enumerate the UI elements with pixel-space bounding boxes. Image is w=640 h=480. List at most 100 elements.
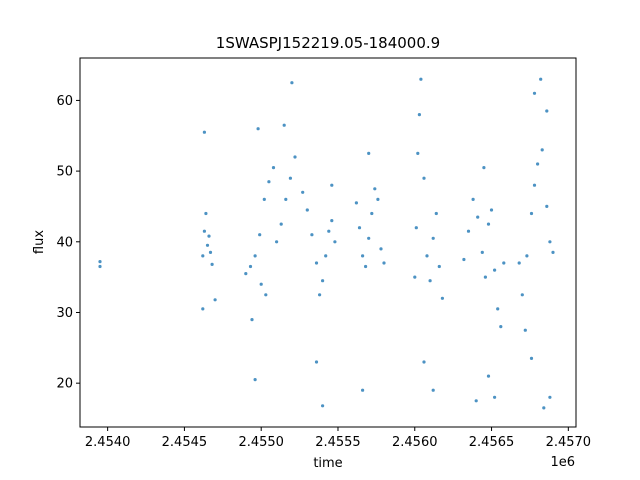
data-point xyxy=(201,254,205,258)
data-point xyxy=(493,395,497,399)
data-point xyxy=(414,226,418,230)
data-point xyxy=(532,91,537,95)
data-point xyxy=(428,279,432,283)
data-point xyxy=(354,201,358,205)
data-point xyxy=(202,130,206,134)
data-point xyxy=(376,197,380,201)
data-point xyxy=(536,162,540,166)
x-tick-label: 2.4550 xyxy=(238,435,284,450)
chart-title: 1SWASPJ152219.05-184000.9 xyxy=(216,34,440,52)
data-point xyxy=(207,234,211,238)
data-point xyxy=(364,264,368,269)
data-point xyxy=(474,399,478,403)
x-offset-label: 1e6 xyxy=(550,455,575,470)
data-point xyxy=(305,208,309,212)
y-axis: 20 30 40 50 60 xyxy=(56,94,80,392)
plot-frame xyxy=(79,57,577,428)
data-point xyxy=(367,236,371,240)
y-tick-label: 50 xyxy=(56,165,73,180)
data-point xyxy=(208,250,213,254)
data-point xyxy=(279,222,283,226)
data-point xyxy=(419,77,423,81)
data-point xyxy=(483,275,487,279)
x-tick-label: 2.4570 xyxy=(546,435,592,450)
data-point xyxy=(525,254,529,258)
data-point xyxy=(321,279,325,283)
data-point xyxy=(98,260,102,264)
data-point xyxy=(321,404,325,408)
data-point xyxy=(523,328,527,332)
data-point xyxy=(476,215,480,219)
points-layer xyxy=(98,77,555,410)
data-point xyxy=(213,298,217,302)
data-point xyxy=(202,229,206,233)
x-tick-label: 2.4565 xyxy=(469,435,515,450)
data-point xyxy=(431,388,435,392)
data-point xyxy=(434,211,438,216)
data-point xyxy=(532,183,537,187)
data-point xyxy=(293,155,297,159)
data-point xyxy=(548,395,552,399)
data-point xyxy=(545,109,549,113)
data-point xyxy=(290,81,294,85)
data-point xyxy=(499,325,503,329)
data-point xyxy=(382,261,386,265)
data-point xyxy=(529,356,534,360)
data-point xyxy=(314,261,319,265)
data-point xyxy=(262,197,266,201)
data-point xyxy=(466,229,471,233)
data-point xyxy=(540,148,544,152)
data-point xyxy=(545,204,549,208)
data-point xyxy=(529,211,534,216)
data-point xyxy=(205,243,210,247)
data-point xyxy=(253,254,257,258)
data-point xyxy=(330,183,334,187)
y-tick-label: 40 xyxy=(56,235,73,250)
x-tick-label: 2.4540 xyxy=(85,435,131,450)
data-point xyxy=(361,254,365,258)
data-point xyxy=(422,176,426,180)
data-point xyxy=(327,229,331,233)
x-axis: 2.4540 2.4545 2.4550 2.4555 2.4560 2.4565 2.45… xyxy=(85,427,591,450)
data-point xyxy=(496,307,500,311)
data-point xyxy=(425,254,429,258)
data-point xyxy=(288,176,292,180)
data-point xyxy=(98,264,102,269)
data-point xyxy=(333,240,337,244)
data-point xyxy=(248,264,253,269)
data-point xyxy=(253,378,257,382)
data-point xyxy=(367,151,371,155)
x-tick-label: 2.4555 xyxy=(315,435,361,450)
data-point xyxy=(440,296,444,300)
data-point xyxy=(480,250,484,254)
data-point xyxy=(520,293,524,297)
x-tick-label: 2.4560 xyxy=(392,435,438,450)
data-point xyxy=(489,208,494,212)
data-point xyxy=(413,275,417,279)
y-tick-label: 30 xyxy=(56,306,73,321)
data-point xyxy=(551,250,555,254)
data-point xyxy=(431,236,435,240)
data-point xyxy=(256,127,260,131)
data-point xyxy=(271,166,276,170)
data-point xyxy=(310,233,314,237)
data-point xyxy=(373,187,377,191)
y-axis-label: flux xyxy=(32,230,47,254)
data-point xyxy=(548,240,552,244)
data-point xyxy=(539,77,543,81)
data-point xyxy=(542,406,546,410)
data-point xyxy=(502,261,506,265)
data-point xyxy=(471,197,475,201)
data-point xyxy=(462,257,466,262)
data-point xyxy=(324,254,328,258)
data-point xyxy=(284,197,288,201)
x-tick-label: 2.4545 xyxy=(162,435,208,450)
data-point xyxy=(314,360,319,364)
y-tick-label: 20 xyxy=(56,377,73,392)
data-point xyxy=(417,113,421,117)
data-point xyxy=(318,293,322,297)
data-point xyxy=(301,190,305,194)
data-point xyxy=(282,123,286,127)
data-point xyxy=(517,261,521,265)
